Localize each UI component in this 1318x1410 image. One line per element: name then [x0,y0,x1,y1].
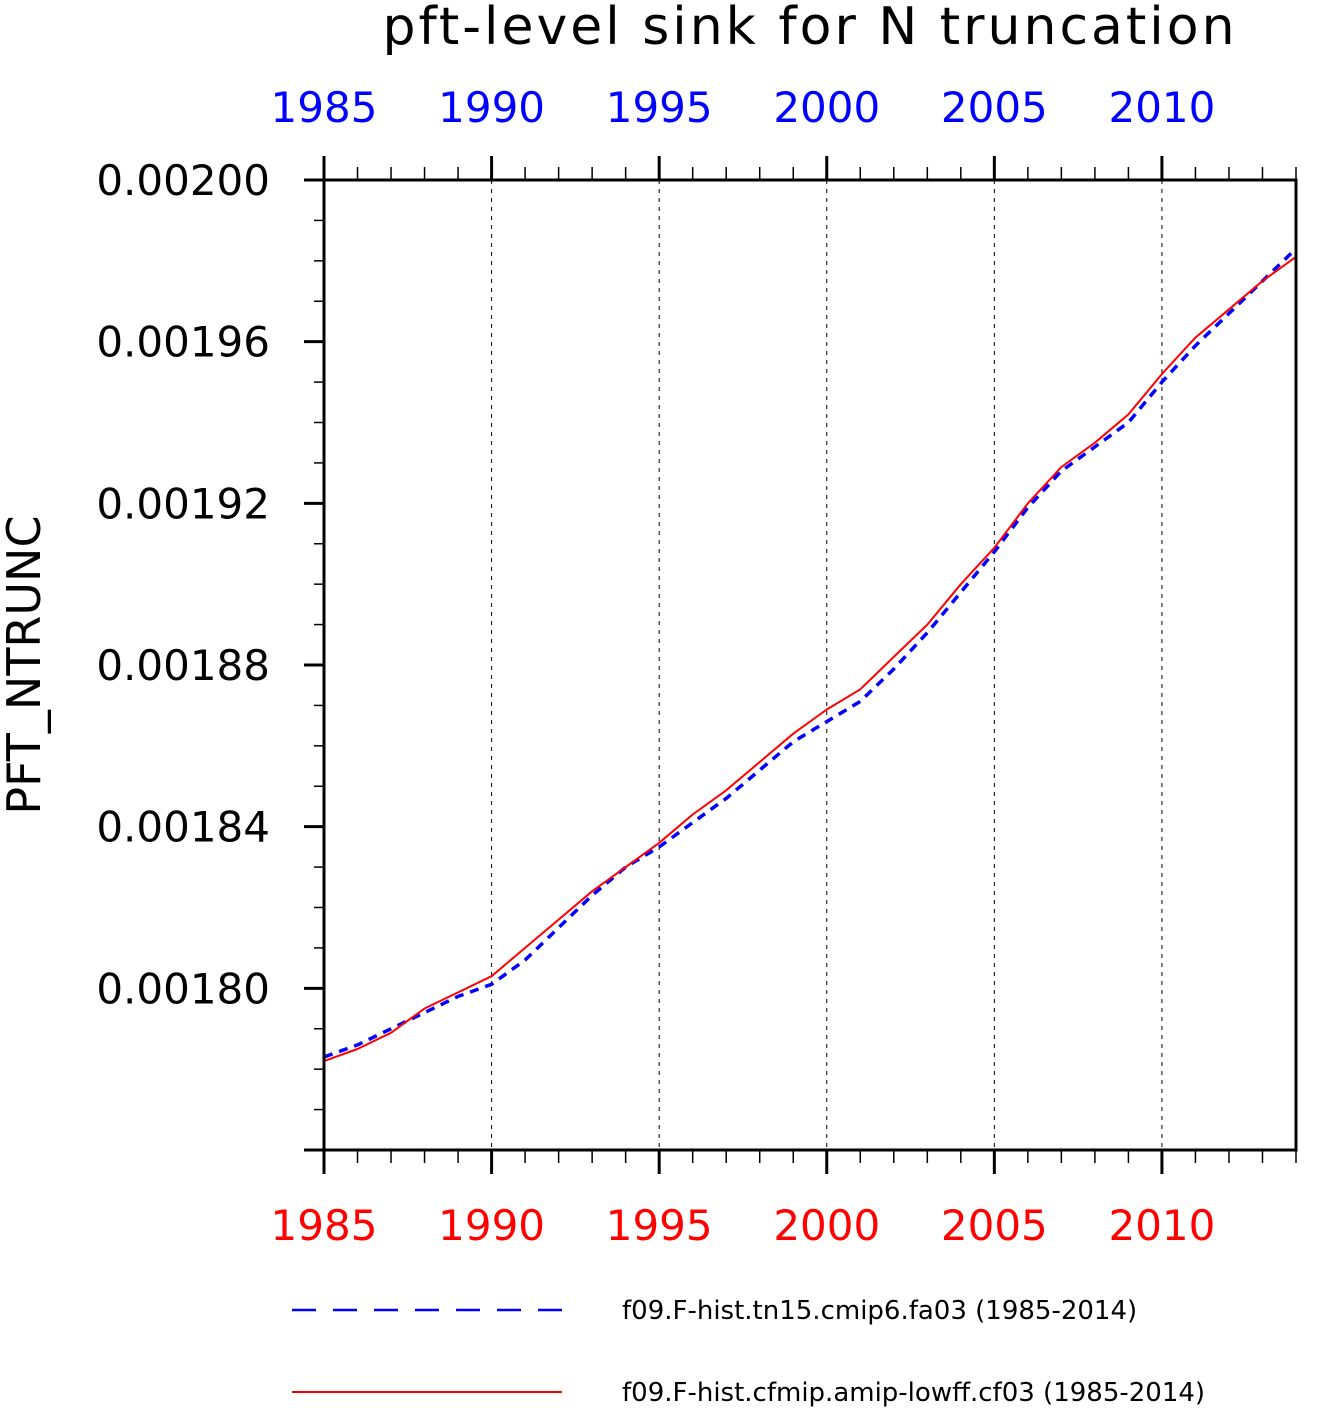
x-tick-label-bottom-1995: 1995 [606,1201,713,1250]
series-line-2 [323,255,1297,1063]
tick-labels: 1985 1985 1990 1990 1995 1995 2000 2000 2005 2005… [96,83,1215,1250]
y-tick-label-0.00196: 0.00196 [96,318,270,367]
x-tick-label-top-1995: 1995 [606,83,713,132]
x-tick-label-bottom-1990: 1990 [438,1201,545,1250]
plot-frame [322,178,1298,1152]
y-tick-label-0.00192: 0.00192 [96,479,270,528]
axis-ticks [304,156,1297,1174]
y-tick-label-0.00180: 0.00180 [96,964,270,1013]
legend: f09.F-hist.tn15.cmip6.fa03 (1985-2014) f0… [292,1296,1205,1408]
y-axis-label: PFT_NTRUNC [0,515,51,814]
x-tick-label-bottom-2010: 2010 [1108,1201,1215,1250]
x-tick-label-top-2010: 2010 [1108,83,1215,132]
x-tick-label-top-1985: 1985 [271,83,378,132]
x-tick-label-bottom-2000: 2000 [773,1201,880,1250]
x-tick-label-top-1990: 1990 [438,83,545,132]
series-group [323,247,1298,1063]
x-tick-label-bottom-2005: 2005 [941,1201,1048,1250]
x-tick-label-bottom-1985: 1985 [271,1201,378,1250]
x-tick-label-top-2005: 2005 [941,83,1048,132]
grid-lines [491,180,1163,1150]
legend-label-1: f09.F-hist.tn15.cmip6.fa03 (1985-2014) [622,1296,1137,1326]
y-tick-label-0.00200: 0.00200 [96,156,270,205]
series-line-1 [323,247,1298,1059]
chart-title: pft-level sink for N truncation [382,0,1237,57]
legend-label-2: f09.F-hist.cfmip.amip-lowff.cf03 (1985-2… [622,1378,1205,1408]
y-tick-label-0.00184: 0.00184 [96,803,270,852]
x-tick-label-top-2000: 2000 [773,83,880,132]
y-tick-label-0.00188: 0.00188 [96,641,270,690]
